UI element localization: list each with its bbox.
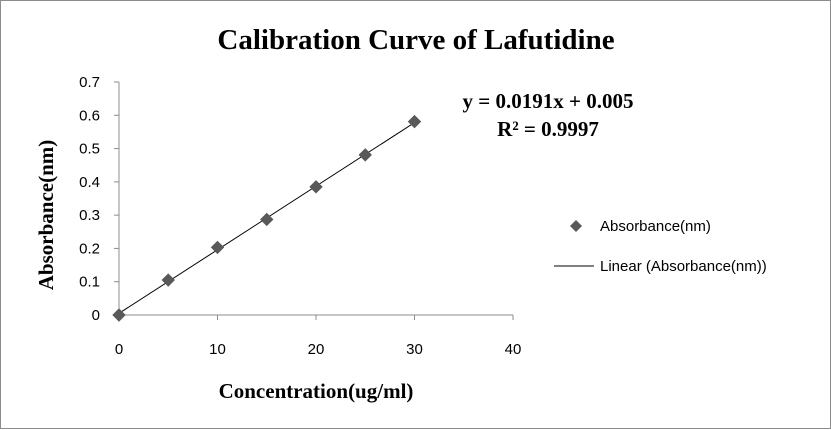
legend-diamond-marker [570, 220, 582, 232]
y-tick-label: 0 [92, 307, 100, 324]
x-axis-ticks: 0 10 20 30 40 [115, 315, 522, 358]
y-tick-label: 0.4 [79, 174, 100, 191]
y-axis-ticks: 0 0.1 0.2 0.3 0.4 0.5 0.6 0.7 [79, 74, 119, 324]
legend-series-label: Absorbance(nm) [600, 218, 711, 235]
r-squared-value: R² = 0.9997 [497, 117, 599, 141]
y-tick-label: 0.6 [79, 107, 100, 124]
y-axis-label: Absorbance(nm) [34, 140, 58, 291]
legend-trendline-label: Linear (Absorbance(nm)) [600, 258, 767, 275]
data-points [112, 114, 422, 322]
trendline-equation: y = 0.0191x + 0.005 [463, 89, 634, 113]
x-tick-label: 10 [209, 341, 226, 358]
x-axis-label: Concentration(ug/ml) [219, 379, 414, 403]
legend: Absorbance(nm) Linear (Absorbance(nm)) [554, 218, 767, 275]
y-tick-label: 0.7 [79, 74, 100, 91]
data-point [161, 273, 175, 287]
x-tick-label: 30 [406, 341, 423, 358]
data-point [309, 180, 323, 194]
x-tick-label: 40 [505, 341, 522, 358]
y-tick-label: 0.1 [79, 274, 100, 291]
data-point [407, 114, 422, 129]
data-point [358, 148, 372, 162]
data-point [210, 240, 225, 255]
x-tick-label: 0 [115, 341, 123, 358]
y-tick-label: 0.3 [79, 207, 100, 224]
chart-title: Calibration Curve of Lafutidine [217, 24, 614, 56]
y-tick-label: 0.2 [79, 240, 100, 257]
y-tick-label: 0.5 [79, 141, 100, 158]
x-tick-label: 20 [308, 341, 325, 358]
data-point [112, 308, 126, 322]
data-point [260, 212, 274, 227]
